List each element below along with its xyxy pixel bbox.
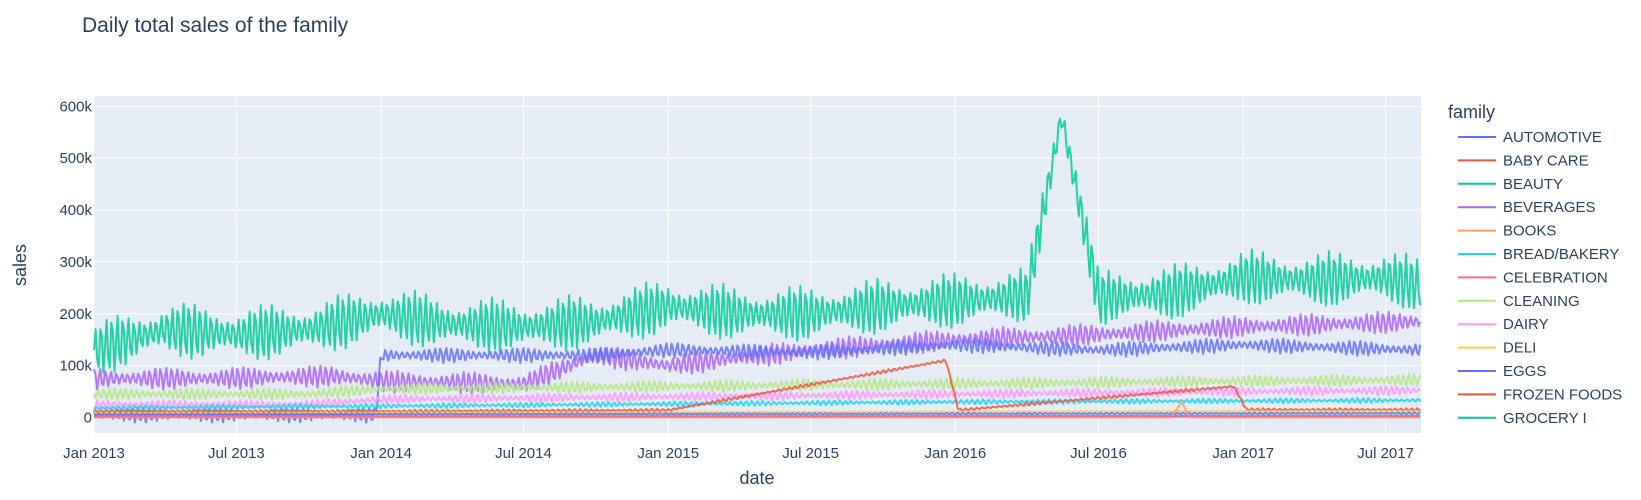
y-tick-label: 600k [59,98,92,115]
legend-item[interactable]: BOOKS [1458,223,1556,240]
x-axis-ticks: Jan 2013 Jul 2013 Jan 2014 Jul 2014 Jan 2015… [63,445,1414,462]
series-line-beverages[interactable] [93,310,1422,395]
legend-label: BEAUTY [1503,176,1563,193]
x-tick-label: Jul 2016 [1070,445,1127,462]
legend[interactable]: family AUTOMOTIVE BABY CARE BEAUTY BEVERAGE… [1448,102,1622,427]
x-tick-label: Jul 2015 [782,445,839,462]
legend-label: DAIRY [1503,316,1549,333]
series-layer [93,117,1422,424]
legend-item[interactable]: GROCERY I [1458,410,1587,427]
series-line-deli[interactable] [93,409,1421,416]
legend-item[interactable]: BABY CARE [1458,152,1589,169]
legend-label: GROCERY I [1503,410,1587,427]
legend-item[interactable]: BEAUTY [1458,176,1563,193]
x-tick-label: Jan 2015 [637,445,699,462]
y-tick-label: 400k [59,202,92,219]
series-line-celebration[interactable] [93,414,1421,418]
series-line-grocery-i[interactable] [93,117,1422,374]
y-axis-title: sales [10,244,30,286]
legend-label: BOOKS [1503,223,1556,240]
legend-item[interactable]: DELI [1458,340,1536,357]
y-axis-ticks: 0 100k 200k 300k 400k 500k 600k [59,98,92,426]
y-tick-label: 300k [59,254,92,271]
x-tick-label: Jan 2016 [924,445,986,462]
y-tick-label: 500k [59,150,92,167]
legend-item[interactable]: CELEBRATION [1458,269,1608,286]
x-axis-title: date [739,468,774,488]
x-tick-label: Jan 2014 [350,445,412,462]
legend-label: EGGS [1503,363,1546,380]
legend-item[interactable]: BEVERAGES [1458,199,1596,216]
chart-title: Daily total sales of the family [82,14,349,37]
legend-label: BEVERAGES [1503,199,1596,216]
legend-label: CELEBRATION [1503,269,1608,286]
legend-item[interactable]: CLEANING [1458,293,1580,310]
x-tick-label: Jan 2017 [1212,445,1274,462]
x-tick-label: Jul 2014 [495,445,552,462]
legend-item[interactable]: FROZEN FOODS [1458,386,1622,403]
y-tick-label: 0 [84,409,92,426]
plot-area [94,96,1421,433]
legend-item[interactable]: BREAD/BAKERY [1458,246,1619,263]
legend-label: BREAD/BAKERY [1503,246,1619,263]
series-line-eggs[interactable] [93,411,1421,417]
series-line-cleaning[interactable] [93,373,1422,402]
legend-label: AUTOMOTIVE [1503,129,1602,146]
x-tick-label: Jan 2013 [63,445,125,462]
series-line-frozen-foods[interactable] [93,358,1421,414]
x-tick-label: Jul 2013 [208,445,265,462]
x-tick-label: Jul 2017 [1357,445,1414,462]
series-line-bread-bakery[interactable] [93,397,1422,412]
legend-item[interactable]: DAIRY [1458,316,1549,333]
legend-title: family [1448,102,1495,122]
legend-label: DELI [1503,340,1536,357]
legend-item[interactable]: AUTOMOTIVE [1458,129,1602,146]
legend-label: CLEANING [1503,293,1580,310]
y-tick-label: 100k [59,358,92,375]
legend-label: BABY CARE [1503,152,1589,169]
legend-label: FROZEN FOODS [1503,386,1622,403]
y-tick-label: 200k [59,306,92,323]
legend-item[interactable]: EGGS [1458,363,1546,380]
